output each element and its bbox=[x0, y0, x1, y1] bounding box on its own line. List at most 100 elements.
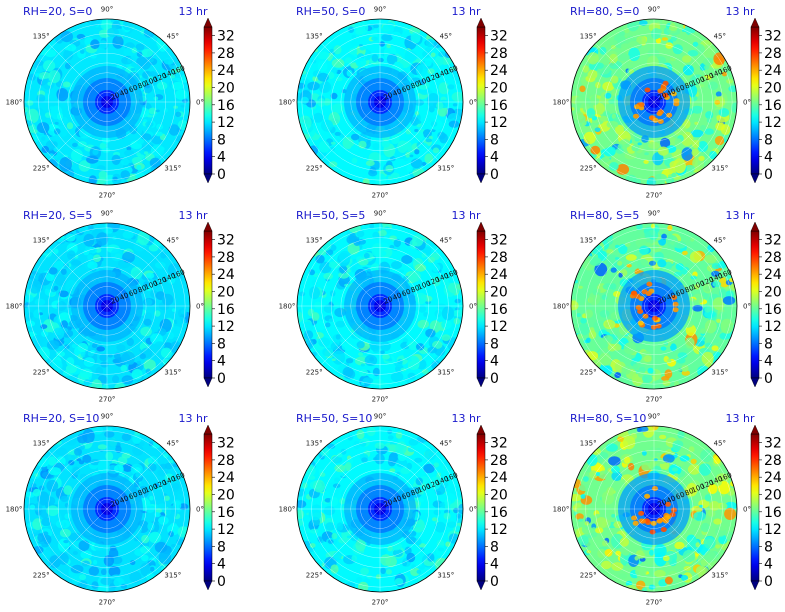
heatmap-cell bbox=[46, 479, 59, 492]
heatmap-cell bbox=[712, 281, 722, 288]
heatmap-cell bbox=[379, 350, 385, 355]
heatmap-cell bbox=[583, 476, 589, 482]
heatmap-cell bbox=[415, 538, 422, 546]
heatmap-cell bbox=[423, 312, 429, 317]
heatmap-cell bbox=[154, 341, 165, 350]
heatmap-cell bbox=[368, 169, 378, 177]
heatmap-cell bbox=[622, 551, 630, 556]
angular-tick-label: 45° bbox=[714, 440, 726, 448]
heatmap-cell bbox=[653, 543, 667, 559]
angular-tick-label: 180° bbox=[279, 99, 296, 107]
radial-tick-label: 40 bbox=[392, 291, 403, 302]
heatmap-cell bbox=[657, 259, 667, 268]
angular-tick-label: 45° bbox=[440, 33, 452, 41]
polar-frame bbox=[570, 222, 738, 390]
heatmap-cell bbox=[718, 311, 728, 321]
heatmap-cell bbox=[407, 270, 421, 283]
heatmap-cell bbox=[425, 138, 432, 143]
colorbar-tick-label: 0 bbox=[764, 371, 773, 387]
heatmap-cell bbox=[90, 39, 100, 50]
heatmap-cell bbox=[604, 92, 612, 99]
heatmap-cell bbox=[154, 553, 160, 558]
heatmap-cell bbox=[641, 587, 648, 592]
heatmap-cell bbox=[414, 292, 427, 305]
heatmap-cell bbox=[628, 47, 640, 62]
heatmap-cell bbox=[374, 453, 385, 465]
angular-tick-label: 135° bbox=[306, 440, 323, 448]
heatmap-cell bbox=[662, 454, 675, 463]
angular-tick-label: 315° bbox=[711, 164, 728, 172]
heatmap-cell bbox=[590, 532, 598, 538]
heatmap-cell bbox=[351, 157, 358, 164]
heatmap-cell bbox=[62, 81, 71, 88]
heatmap-cell bbox=[180, 104, 186, 108]
panels-group: 90°45°0°315°270°225°180°135°204060801001… bbox=[6, 5, 782, 607]
heatmap-cell bbox=[101, 147, 111, 153]
heatmap-cell bbox=[670, 35, 677, 42]
heatmap-cell bbox=[95, 47, 106, 55]
colorbar-body bbox=[750, 230, 760, 379]
heatmap-cell bbox=[106, 27, 120, 37]
heatmap-cell bbox=[685, 263, 691, 267]
angular-tick-label: 180° bbox=[553, 99, 570, 107]
heatmap-cell bbox=[610, 75, 619, 84]
heatmap-cell bbox=[675, 263, 684, 271]
heatmap-cell bbox=[408, 341, 418, 351]
heatmap-cell bbox=[83, 249, 90, 256]
heatmap-cell bbox=[586, 337, 591, 343]
heatmap-cell bbox=[580, 317, 587, 324]
heatmap-cell bbox=[32, 488, 41, 497]
heatmap-cell bbox=[356, 576, 363, 582]
heatmap-cell bbox=[639, 245, 649, 255]
heatmap-cell bbox=[348, 48, 358, 55]
heatmap-cell bbox=[149, 495, 154, 501]
heatmap-cell bbox=[425, 79, 431, 83]
heatmap-cell bbox=[58, 553, 69, 565]
angular-tick-label: 270° bbox=[646, 599, 663, 607]
heatmap-cell bbox=[697, 566, 710, 580]
panel-time-label: 13 hr bbox=[726, 209, 755, 222]
heatmap-cell bbox=[316, 320, 326, 331]
heatmap-cell bbox=[414, 128, 419, 133]
heatmap-cell bbox=[587, 70, 597, 79]
heatmap-cell bbox=[586, 454, 598, 467]
heatmap-cell bbox=[703, 44, 716, 59]
heatmap-cell bbox=[655, 37, 662, 44]
heatmap-cell bbox=[605, 443, 618, 452]
heatmap-cell bbox=[27, 134, 40, 143]
panel-title: RH=80, S=10 bbox=[570, 412, 646, 425]
heatmap-cell bbox=[145, 505, 155, 513]
heatmap-cell bbox=[720, 503, 728, 510]
heatmap-cell bbox=[46, 340, 60, 350]
heatmap-cell bbox=[450, 66, 457, 71]
heatmap-cell bbox=[603, 319, 616, 330]
heatmap-cell bbox=[79, 473, 88, 480]
colorbar-tick-label: 20 bbox=[217, 81, 235, 97]
heatmap-cell bbox=[662, 92, 669, 98]
heatmap-cell bbox=[664, 341, 669, 346]
heatmap-cell bbox=[421, 369, 429, 374]
angular-gridline bbox=[106, 450, 166, 510]
heatmap-cell bbox=[360, 363, 365, 367]
heatmap-cell bbox=[55, 351, 66, 357]
heatmap-cell bbox=[696, 44, 705, 54]
heatmap-cell bbox=[697, 141, 709, 153]
colorbar-tick-label: 28 bbox=[217, 453, 235, 469]
angular-tick-label: 315° bbox=[437, 368, 454, 376]
heatmap-cell bbox=[312, 76, 319, 82]
angular-gridline bbox=[595, 305, 655, 365]
angular-gridline bbox=[379, 101, 439, 161]
colorbar-tick-label: 20 bbox=[490, 81, 508, 97]
heatmap-cell bbox=[71, 259, 81, 266]
heatmap-cell bbox=[580, 494, 586, 499]
heatmap-cell bbox=[441, 319, 452, 330]
colorbar-tick-label: 16 bbox=[217, 302, 235, 318]
heatmap-cell bbox=[577, 535, 589, 546]
polar-frame bbox=[296, 222, 464, 390]
heatmap-cell bbox=[637, 552, 646, 559]
radial-tick-label: 80 bbox=[684, 284, 695, 295]
heatmap-cell bbox=[78, 460, 85, 465]
heatmap-cell bbox=[617, 53, 630, 62]
heatmap-cell bbox=[441, 334, 451, 341]
radial-tick-label: 80 bbox=[137, 80, 148, 91]
